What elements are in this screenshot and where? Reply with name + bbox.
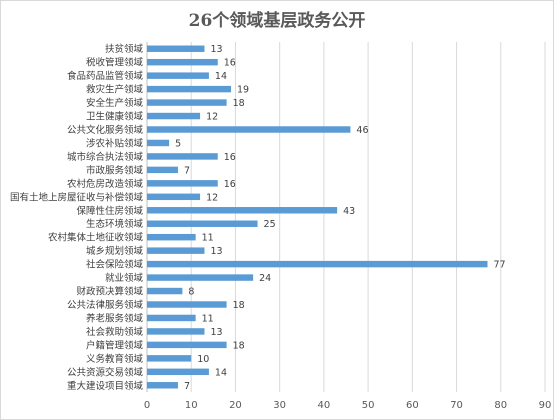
data-label: 19 (237, 85, 249, 96)
bar (147, 247, 205, 254)
data-label: 13 (210, 246, 222, 257)
category-label: 城乡规划领域 (86, 245, 144, 257)
bar (147, 139, 170, 147)
category-label: 社会救助领域 (86, 326, 144, 338)
bar (147, 112, 201, 120)
x-tick-label: 10 (185, 400, 198, 411)
bar (147, 193, 201, 201)
x-tick-label: 90 (539, 400, 552, 411)
category-label: 公共文化服务领域 (67, 124, 144, 136)
bar (147, 45, 205, 52)
category-label: 生态环境领域 (86, 218, 144, 230)
data-label: 43 (343, 206, 355, 217)
data-label: 8 (188, 287, 194, 298)
data-label: 18 (233, 300, 245, 311)
data-label: 16 (224, 152, 236, 163)
bar (147, 314, 196, 322)
bar (147, 287, 183, 295)
bar (147, 207, 338, 214)
category-label: 国有土地上房屋征收与补偿领域 (10, 191, 144, 203)
category-label: 食品药品监管领域 (67, 70, 144, 82)
x-tick-label: 80 (494, 400, 507, 411)
data-label: 14 (215, 367, 227, 378)
data-label: 18 (233, 98, 245, 109)
bar (147, 85, 232, 93)
data-label: 25 (264, 219, 276, 230)
data-label: 12 (206, 192, 218, 203)
category-label: 义务教育领域 (86, 353, 144, 365)
category-label: 税收管理领域 (86, 57, 144, 69)
category-label: 养老服务领域 (86, 312, 144, 324)
category-label: 农村危房改造领域 (67, 178, 144, 190)
bar (147, 166, 178, 174)
bar (147, 341, 227, 349)
data-label: 10 (197, 354, 209, 365)
data-label: 14 (215, 71, 227, 82)
bar (147, 126, 351, 133)
category-label: 涉农补贴领域 (86, 137, 144, 149)
category-label: 重大建设项目领域 (67, 380, 144, 392)
category-label: 扶贫领域 (105, 43, 144, 55)
category-label: 安全生产领域 (86, 97, 144, 109)
data-label: 11 (202, 233, 214, 244)
bar (147, 368, 209, 376)
data-label: 24 (259, 273, 271, 284)
bar (147, 274, 254, 281)
bar (147, 153, 218, 160)
bar (147, 58, 218, 66)
data-label: 77 (494, 260, 506, 271)
x-tick-label: 20 (229, 400, 242, 411)
bar (147, 233, 196, 241)
data-label: 18 (233, 340, 245, 351)
x-tick-label: 50 (362, 400, 375, 411)
category-label: 卫生健康领域 (86, 111, 144, 123)
category-label: 公共法律服务领域 (67, 299, 144, 311)
bar (147, 260, 488, 268)
category-label: 市政服务领域 (86, 164, 144, 176)
category-label: 公共资源交易领域 (67, 366, 144, 378)
category-label: 农村集体土地征收领域 (48, 232, 144, 244)
chart-title: 26个领域基层政务公开 (188, 11, 366, 31)
category-label: 救灾生产领域 (86, 84, 144, 96)
data-label: 11 (202, 313, 214, 324)
bar (147, 355, 192, 362)
data-label: 16 (224, 179, 236, 190)
data-label: 7 (184, 381, 190, 392)
category-label: 户籍管理领域 (86, 339, 144, 351)
bar (147, 72, 209, 79)
x-tick-label: 70 (450, 400, 463, 411)
category-label: 社会保险领域 (86, 259, 144, 271)
x-tick-label: 30 (273, 400, 286, 411)
bar (147, 220, 258, 227)
data-label: 13 (210, 44, 222, 55)
data-label: 16 (224, 58, 236, 69)
data-label: 7 (184, 165, 190, 176)
data-label: 12 (206, 112, 218, 123)
category-label: 就业领域 (105, 272, 144, 284)
bar (147, 99, 227, 106)
x-tick-label: 40 (318, 400, 331, 411)
x-tick-label: 60 (406, 400, 419, 411)
bar (147, 180, 218, 187)
category-label: 财政预决算领域 (76, 286, 143, 298)
data-label: 5 (175, 138, 181, 149)
data-label: 13 (210, 327, 222, 338)
bar (147, 328, 205, 335)
data-label: 46 (356, 125, 368, 136)
bar (147, 382, 178, 389)
bar (147, 301, 227, 308)
category-label: 保障性住房领域 (76, 205, 143, 217)
x-tick-label: 0 (144, 400, 150, 411)
category-label: 城市综合执法领域 (67, 151, 144, 163)
